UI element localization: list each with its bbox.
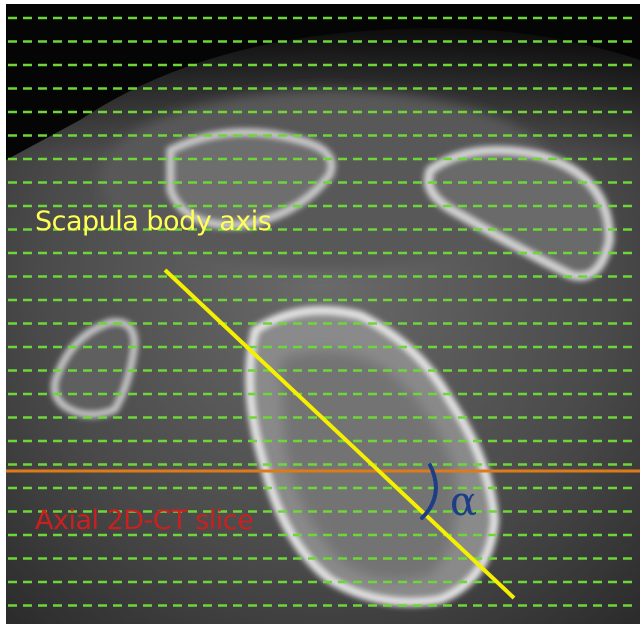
axial-slice-label: Axial 2D-CT slice [35, 505, 254, 536]
scapula-axis-label: Scapula body axis [35, 206, 272, 237]
acromion-bone [166, 128, 336, 230]
angle-alpha-label: α [450, 479, 478, 525]
grid-lines [8, 16, 638, 607]
scapula-axis-line [163, 268, 516, 600]
dark-corner [6, 4, 640, 160]
coracoid-bone [51, 318, 139, 418]
angle-arc [420, 463, 438, 520]
